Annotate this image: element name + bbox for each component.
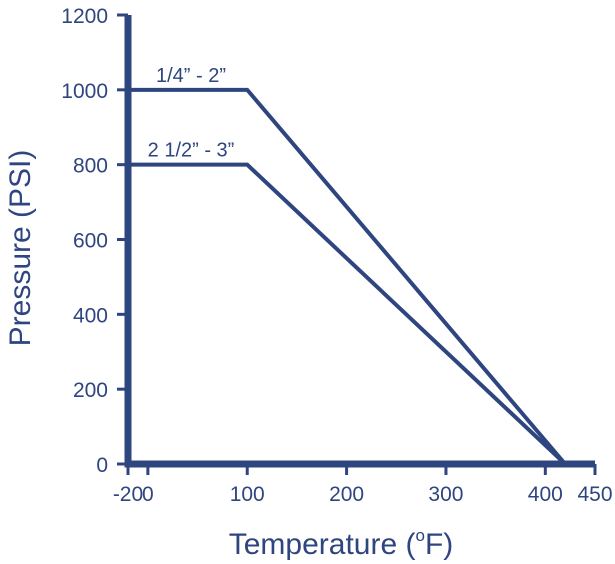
x-tick-label: 100: [230, 483, 265, 506]
x-axis-title: Temperature (oF): [229, 526, 454, 561]
series-line-2: [128, 162, 567, 466]
series-line-1: [128, 87, 567, 466]
x-tick-label: 450: [577, 483, 612, 506]
x-axis-title-main: Temperature (: [229, 528, 416, 561]
y-tick-label: 1200: [61, 5, 108, 28]
ticks-layer: 0 200 400 600 800 1000 1200 -200 100 200 300 400 450: [61, 5, 612, 506]
series-labels: 1/4” - 2” 2 1/2” - 3”: [148, 65, 235, 162]
x-tick-label: 0: [142, 483, 154, 506]
y-tick-label: 400: [73, 304, 108, 327]
x-tick-label: 200: [329, 483, 364, 506]
y-tick-label: 800: [73, 155, 108, 178]
y-tick-label: 600: [73, 230, 108, 253]
series-label-2: 2 1/2” - 3”: [148, 140, 235, 162]
series-layer: [128, 87, 567, 466]
x-tick-label: -20: [113, 483, 143, 506]
y-tick-label: 200: [73, 379, 108, 402]
series-label-1: 1/4” - 2”: [156, 65, 226, 87]
y-tick-label: 0: [96, 454, 108, 477]
y-tick-label: 1000: [61, 80, 108, 103]
y-axis-title: Pressure (PSI): [4, 150, 37, 347]
x-tick-label: 400: [528, 483, 563, 506]
x-axis-title-degree: o: [415, 526, 424, 545]
x-tick-label: 300: [428, 483, 463, 506]
x-axis-title-unit: F): [425, 528, 453, 561]
